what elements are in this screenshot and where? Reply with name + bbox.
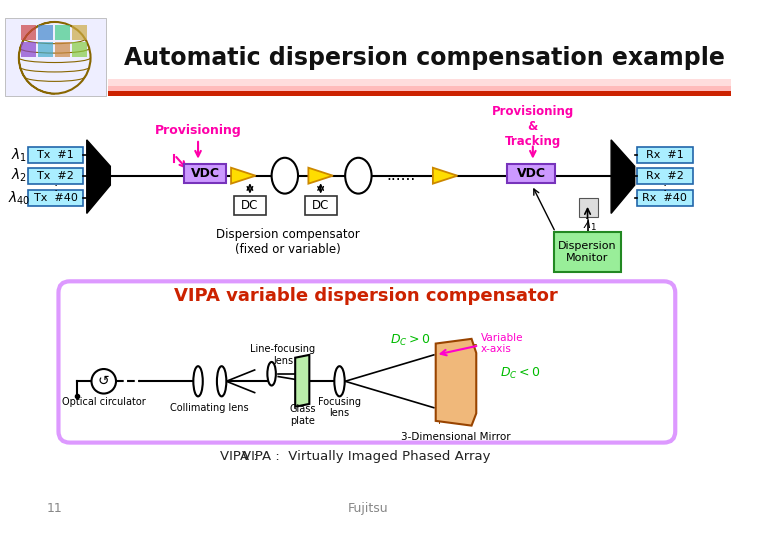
Text: $\lambda_1$: $\lambda_1$: [583, 217, 597, 233]
Bar: [55, 25, 69, 40]
Bar: [21, 25, 36, 40]
Text: Tx  #1: Tx #1: [37, 150, 74, 160]
Text: 11: 11: [47, 502, 63, 515]
Text: DC: DC: [312, 199, 329, 212]
Text: Tx  #2: Tx #2: [37, 171, 74, 181]
Text: $\lambda_2$: $\lambda_2$: [11, 167, 27, 184]
Text: VIPA :: VIPA :: [220, 450, 257, 463]
Text: Glass
plate: Glass plate: [289, 404, 316, 426]
Polygon shape: [611, 140, 635, 213]
Text: Provisioning: Provisioning: [154, 124, 242, 137]
Text: $D_C < 0$: $D_C < 0$: [500, 366, 541, 381]
Bar: [554, 232, 622, 272]
Text: :: :: [663, 180, 667, 193]
Bar: [108, 91, 731, 96]
Text: VIPA :  Virtually Imaged Phased Array: VIPA : Virtually Imaged Phased Array: [242, 450, 490, 463]
Bar: [636, 147, 693, 163]
Ellipse shape: [271, 158, 298, 194]
Bar: [108, 79, 731, 93]
Ellipse shape: [268, 362, 276, 386]
Bar: [37, 42, 53, 57]
Polygon shape: [308, 168, 333, 184]
Text: $\lambda_1$: $\lambda_1$: [11, 146, 27, 164]
Text: VIPA variable dispersion compensator: VIPA variable dispersion compensator: [174, 287, 558, 306]
Bar: [72, 42, 87, 57]
Text: Line-focusing
lens: Line-focusing lens: [250, 344, 315, 366]
Text: ......: ......: [386, 168, 416, 183]
Bar: [28, 190, 83, 206]
Bar: [55, 42, 69, 57]
Polygon shape: [87, 140, 110, 213]
Circle shape: [91, 369, 116, 394]
Text: Dispersion compensator
(fixed or variable): Dispersion compensator (fixed or variabl…: [216, 228, 360, 256]
Text: Collimating lens: Collimating lens: [170, 403, 249, 413]
Bar: [184, 164, 226, 183]
Polygon shape: [231, 168, 256, 184]
Text: Rx  #2: Rx #2: [646, 171, 684, 181]
Ellipse shape: [335, 366, 345, 396]
Polygon shape: [436, 339, 477, 426]
Bar: [305, 197, 337, 215]
Text: Tx  #40: Tx #40: [34, 193, 77, 204]
Text: DC: DC: [241, 199, 259, 212]
Text: VDC: VDC: [190, 167, 220, 180]
Text: ↺: ↺: [98, 374, 109, 388]
Text: Optical circulator: Optical circulator: [62, 397, 146, 407]
Text: Rx  #40: Rx #40: [643, 193, 687, 204]
Text: Variable
x-axis: Variable x-axis: [481, 333, 523, 354]
Bar: [507, 164, 555, 183]
Bar: [28, 147, 83, 163]
Text: Provisioning
&
Tracking: Provisioning & Tracking: [491, 105, 574, 148]
Bar: [28, 168, 83, 184]
Bar: [636, 168, 693, 184]
Polygon shape: [295, 355, 310, 407]
Text: Automatic dispersion compensation example: Automatic dispersion compensation exampl…: [124, 46, 725, 70]
Bar: [21, 42, 36, 57]
Polygon shape: [433, 168, 457, 184]
Bar: [234, 197, 266, 215]
Text: $\lambda_{40}$: $\lambda_{40}$: [8, 190, 30, 207]
Text: Focusing
lens: Focusing lens: [318, 397, 361, 418]
Text: Dispersion
Monitor: Dispersion Monitor: [558, 241, 617, 263]
Text: 3-Dimensional Mirror: 3-Dimensional Mirror: [401, 432, 510, 442]
Ellipse shape: [193, 366, 203, 396]
FancyBboxPatch shape: [58, 281, 675, 443]
Bar: [108, 86, 731, 94]
Text: VDC: VDC: [516, 167, 545, 180]
Bar: [636, 190, 693, 206]
Bar: [5, 18, 105, 97]
Text: :: :: [54, 180, 58, 193]
Text: Rx  #1: Rx #1: [646, 150, 684, 160]
Bar: [37, 25, 53, 40]
Bar: [579, 198, 598, 217]
Bar: [72, 25, 87, 40]
Text: $D_C > 0$: $D_C > 0$: [390, 333, 431, 348]
Text: Fujitsu: Fujitsu: [348, 502, 388, 515]
Ellipse shape: [346, 158, 371, 194]
Ellipse shape: [217, 366, 226, 396]
